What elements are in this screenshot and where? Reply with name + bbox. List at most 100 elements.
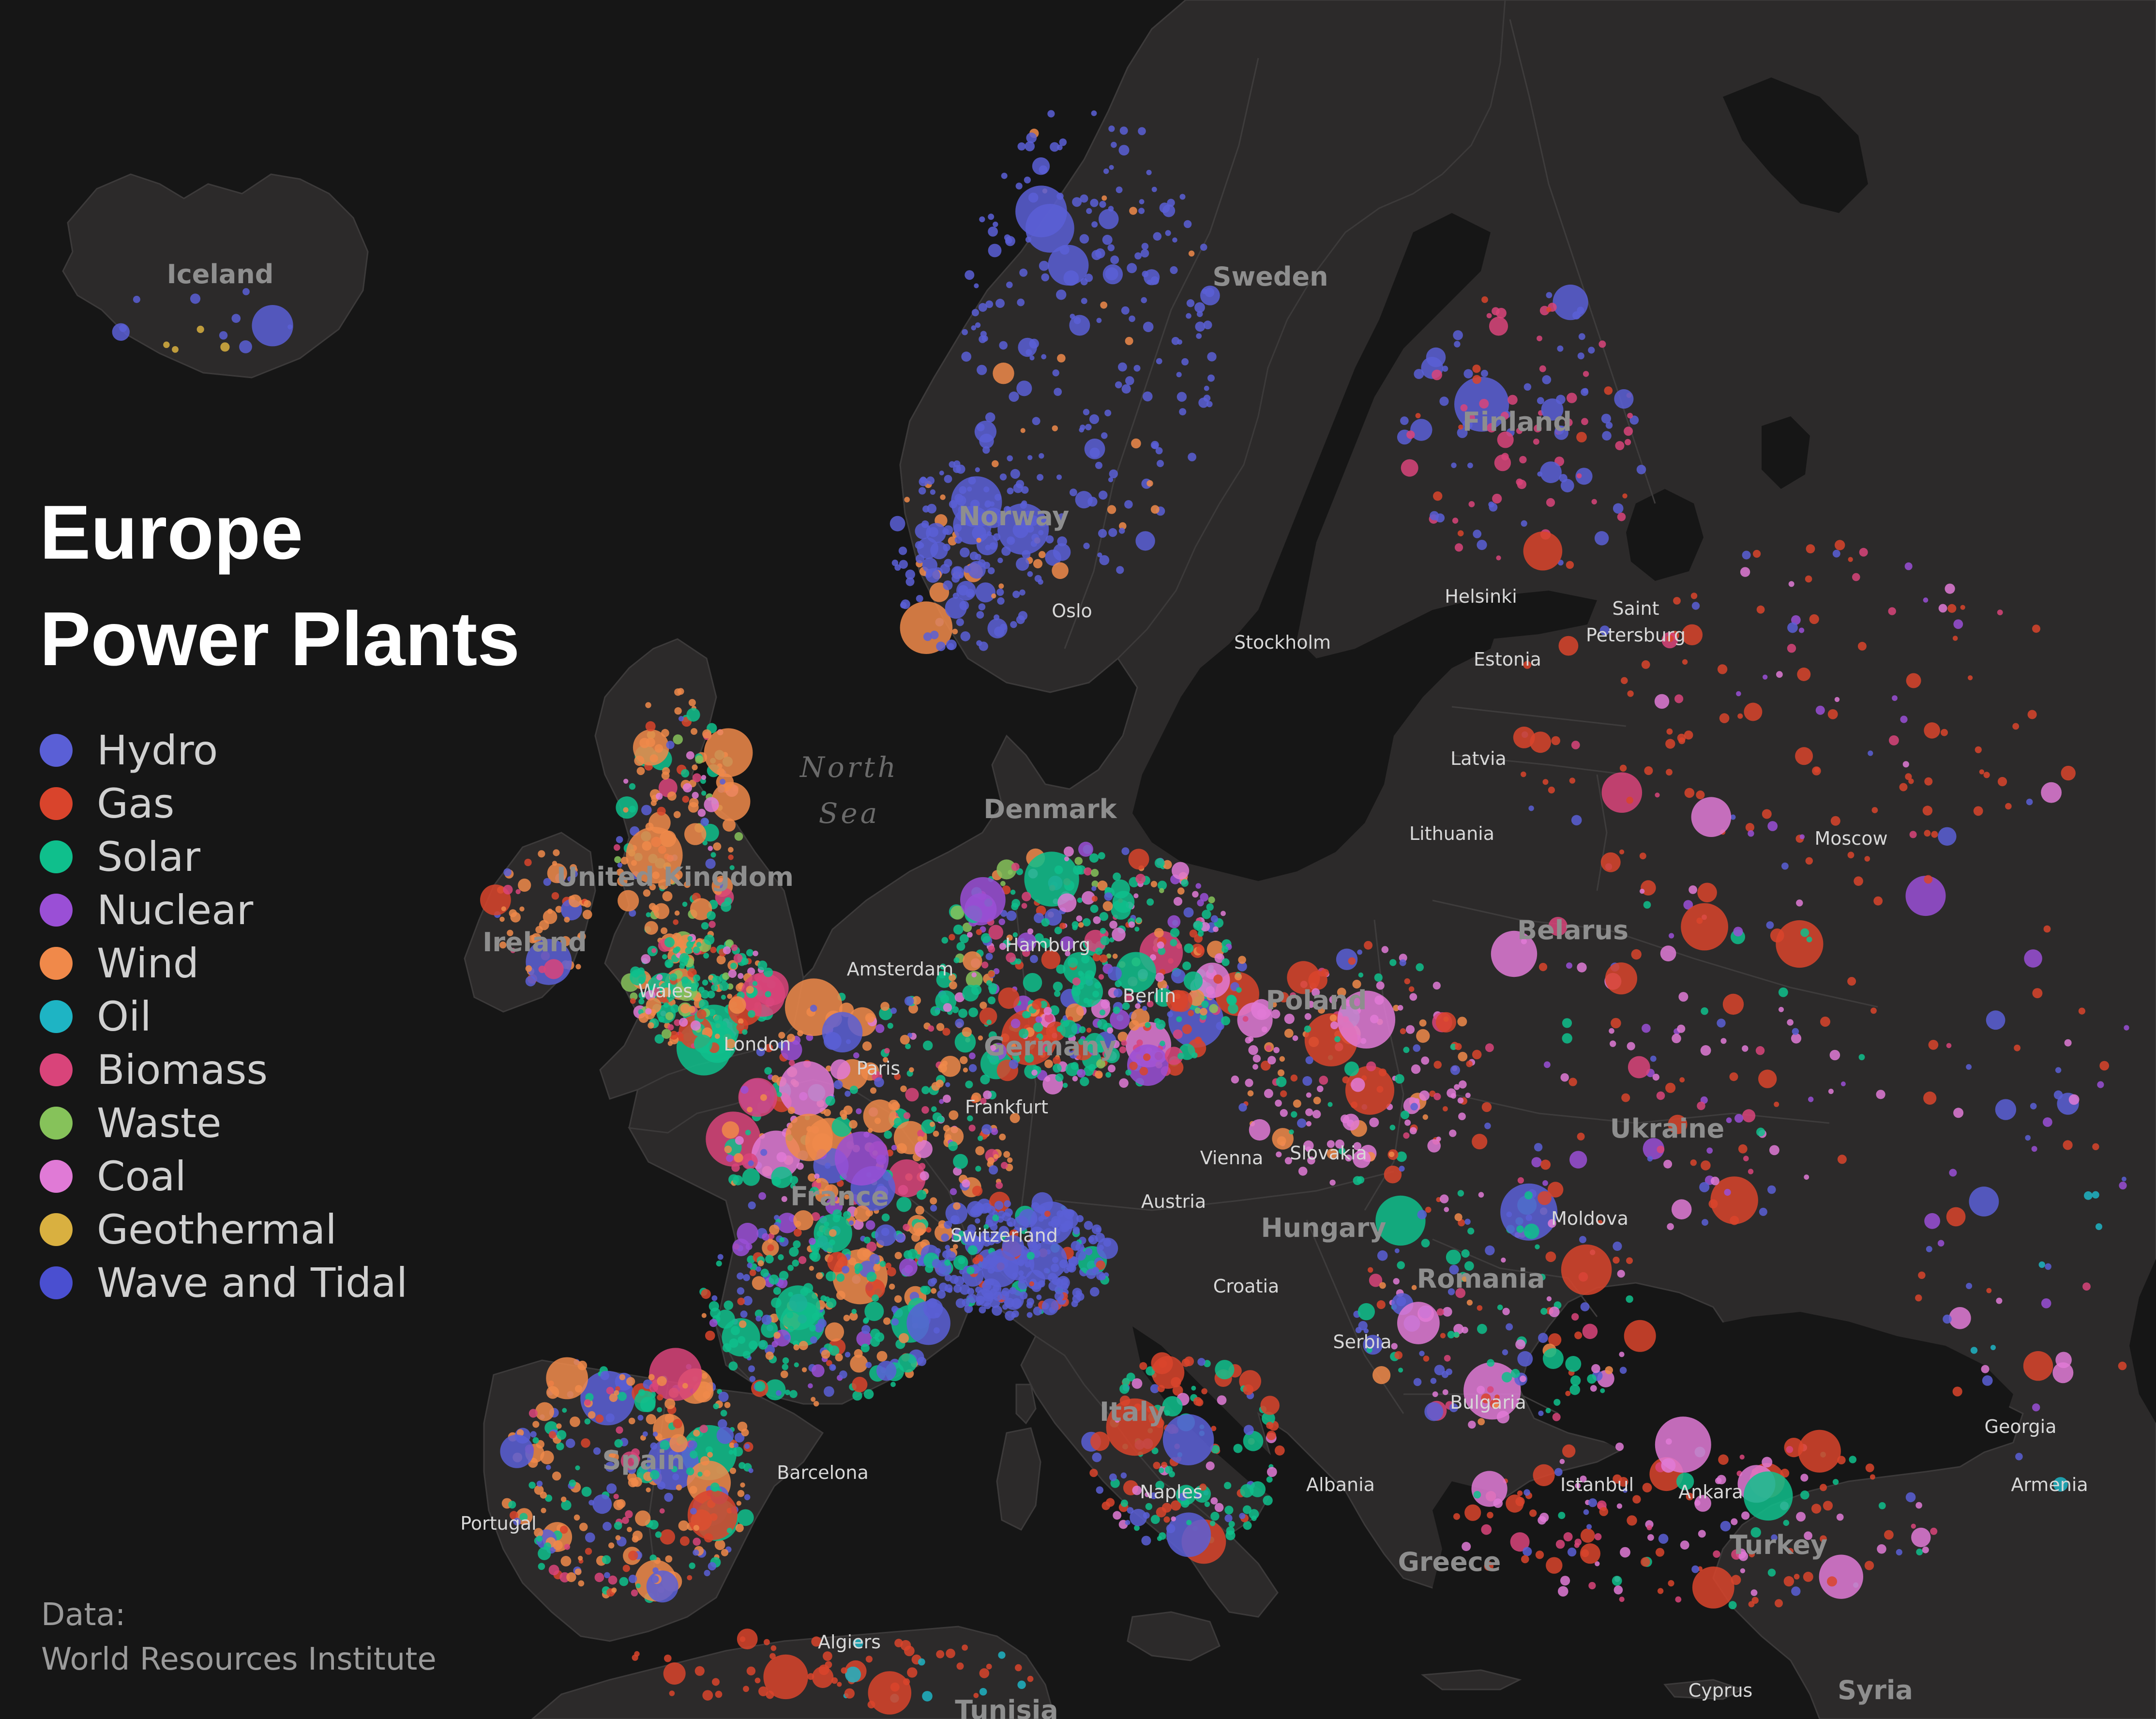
plant-marker <box>1195 883 1201 889</box>
plant-marker <box>1143 1053 1151 1061</box>
plant-marker <box>1369 1274 1383 1287</box>
plant-marker <box>646 912 651 917</box>
plant-marker <box>809 1238 816 1245</box>
plant-marker <box>746 949 754 957</box>
plant-marker <box>657 1376 667 1386</box>
plant-marker <box>1104 892 1113 901</box>
plant-marker <box>1202 910 1211 919</box>
plant-marker <box>956 942 965 951</box>
plant-marker <box>1119 126 1128 135</box>
plant-marker <box>922 1691 933 1702</box>
plant-marker <box>552 1471 561 1481</box>
plant-marker <box>874 1224 897 1247</box>
plant-marker <box>716 1427 734 1444</box>
plant-marker <box>1549 1307 1560 1317</box>
city-label-frankfurt: Frankfurt <box>965 1096 1048 1118</box>
plant-marker <box>919 477 928 487</box>
plant-marker <box>960 877 1006 923</box>
plant-marker <box>1312 1110 1321 1119</box>
plant-marker <box>1852 573 1860 581</box>
plant-marker <box>649 1383 658 1392</box>
plant-marker <box>1857 641 1867 651</box>
plant-marker <box>666 741 675 749</box>
plant-marker <box>1641 660 1650 669</box>
plant-marker <box>1494 1394 1500 1400</box>
plant-marker <box>1337 988 1346 997</box>
plant-marker <box>905 569 916 579</box>
plant-marker <box>1206 1461 1215 1471</box>
plant-marker <box>676 1484 682 1491</box>
plant-marker <box>2124 1025 2129 1031</box>
plant-marker <box>1642 1483 1652 1492</box>
sea-label-sea: Sea <box>819 797 880 830</box>
plant-marker <box>995 299 1005 308</box>
plant-marker <box>1210 1511 1220 1521</box>
plant-marker <box>976 537 981 543</box>
plant-marker <box>922 557 938 573</box>
plant-marker <box>703 1470 710 1477</box>
plant-marker <box>744 1444 750 1449</box>
plant-marker <box>798 1256 807 1264</box>
plant-marker <box>645 702 651 708</box>
plant-marker <box>778 1032 785 1039</box>
plant-marker <box>1134 927 1140 932</box>
plant-marker <box>729 865 735 870</box>
plant-marker <box>946 1648 955 1658</box>
country-label-united-kingdom: United Kingdom <box>557 862 794 892</box>
plant-marker <box>1396 1296 1406 1307</box>
plant-marker <box>1039 165 1048 174</box>
plant-marker <box>1162 860 1172 869</box>
plant-marker <box>1762 809 1772 819</box>
legend-label-geothermal: Geothermal <box>97 1206 337 1253</box>
plant-marker <box>915 1205 924 1215</box>
plant-marker <box>1613 503 1624 514</box>
plant-marker <box>1783 1576 1794 1587</box>
plant-marker <box>1061 1209 1068 1215</box>
plant-marker <box>1297 1118 1307 1128</box>
plant-marker <box>748 1365 755 1372</box>
plant-marker <box>1449 1129 1457 1137</box>
plant-marker <box>979 1007 997 1026</box>
plant-marker <box>1632 1495 1641 1504</box>
plant-marker <box>673 811 681 819</box>
plant-marker <box>1063 270 1079 286</box>
plant-marker <box>779 1061 834 1116</box>
plant-marker <box>1960 605 1965 610</box>
plant-marker <box>1096 1044 1105 1053</box>
plant-marker <box>1091 896 1098 902</box>
plant-marker <box>585 1548 592 1555</box>
plant-marker <box>1408 986 1415 992</box>
plant-marker <box>792 1260 799 1267</box>
plant-marker <box>1421 1056 1430 1065</box>
plant-marker <box>1209 1004 1219 1013</box>
plant-marker <box>953 957 960 963</box>
plant-marker <box>1010 1019 1021 1029</box>
plant-marker <box>770 1645 777 1651</box>
plant-marker <box>1142 271 1149 277</box>
plant-marker <box>1458 1080 1467 1089</box>
plant-marker <box>645 1008 652 1015</box>
plant-marker <box>2082 1282 2091 1291</box>
plant-marker <box>1455 1043 1462 1050</box>
plant-marker <box>1804 1531 1813 1540</box>
plant-marker <box>1132 1485 1142 1495</box>
plant-marker <box>784 1389 791 1395</box>
plant-marker <box>836 1273 845 1282</box>
plant-marker <box>1900 715 1908 723</box>
plant-marker <box>1763 674 1768 680</box>
plant-marker <box>638 1389 645 1396</box>
plant-marker <box>1600 852 1621 872</box>
plant-marker <box>1057 893 1077 913</box>
plant-marker <box>682 795 690 803</box>
plant-marker <box>904 996 914 1006</box>
plant-marker <box>996 588 1004 596</box>
plant-marker <box>1472 365 1481 373</box>
plant-marker <box>1538 963 1548 972</box>
plant-marker <box>1017 298 1025 306</box>
plant-marker <box>1330 1021 1339 1030</box>
plant-marker <box>931 1288 937 1294</box>
plant-marker <box>1924 1213 1941 1229</box>
plant-marker <box>1075 1250 1086 1261</box>
plant-marker <box>985 953 993 960</box>
